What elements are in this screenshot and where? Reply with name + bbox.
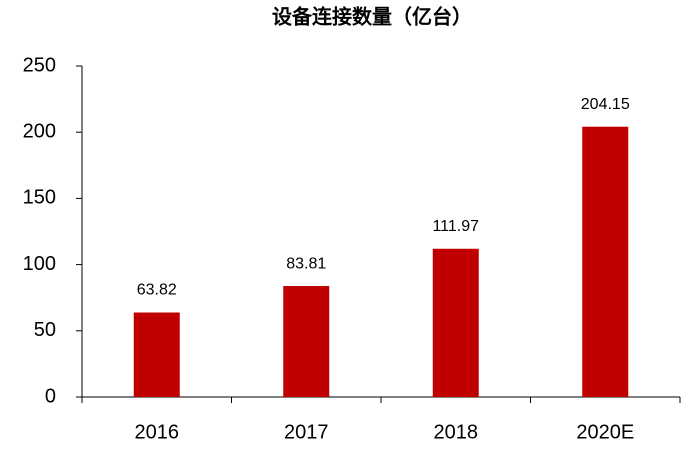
bar [432,248,479,397]
y-tick-label: 100 [23,253,56,275]
chart-title: 设备连接数量（亿台） [272,4,472,28]
x-tick-label: 2020E [576,421,634,443]
y-tick-label: 0 [45,385,56,407]
bar [283,286,330,397]
x-tick-label: 2018 [434,421,479,443]
value-label: 204.15 [581,96,630,113]
y-tick-label: 150 [23,187,56,209]
value-label: 111.97 [432,218,479,235]
bar [582,126,629,398]
value-label: 83.81 [286,255,326,272]
x-tick-label: 2017 [284,421,329,443]
y-tick-label: 250 [23,54,56,76]
x-tick-label: 2016 [135,421,180,443]
y-tick-label: 50 [34,319,56,341]
bar [133,312,180,397]
y-tick-label: 200 [23,120,56,142]
value-label: 63.82 [137,282,177,299]
